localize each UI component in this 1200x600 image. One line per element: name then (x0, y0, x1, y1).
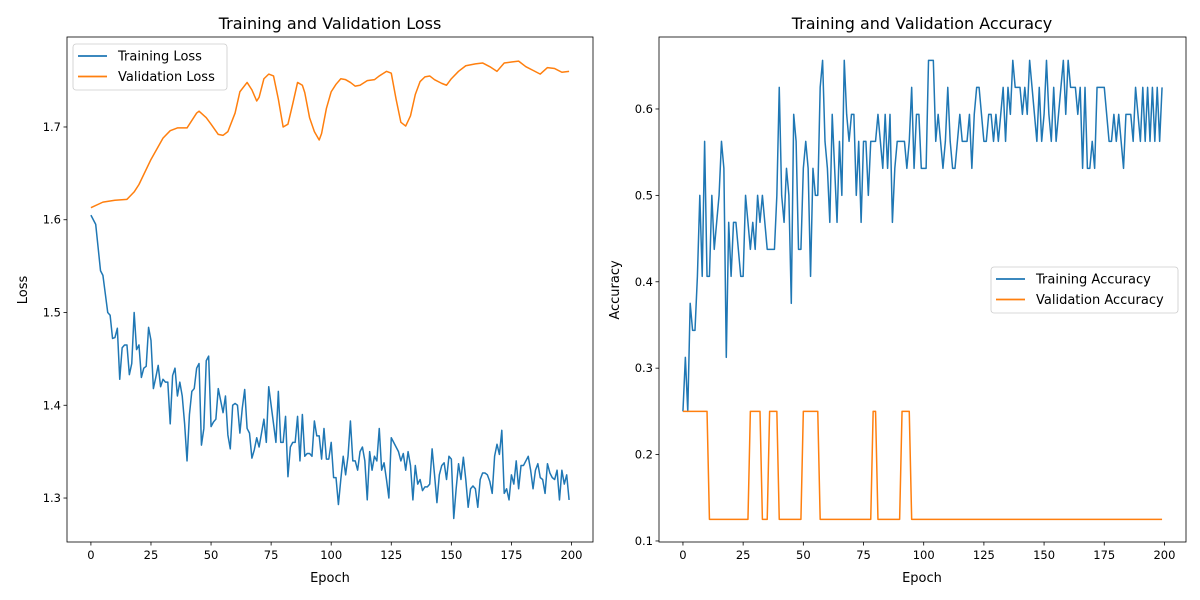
accuracy-xtick-label: 75 (856, 548, 871, 562)
loss-legend: Training Loss Validation Loss (72, 43, 228, 91)
accuracy-chart-xlabel: Epoch (902, 571, 942, 586)
loss-chart: Training and Validation Loss Epoch Loss … (16, 14, 594, 586)
accuracy-series-training-accuracy (682, 59, 1163, 413)
loss-chart-ylabel: Loss (16, 276, 31, 305)
accuracy-legend-box (990, 266, 1179, 314)
loss-xtick-label: 25 (144, 548, 159, 562)
loss-legend-label: Training Loss (117, 50, 202, 65)
loss-legend-box (72, 43, 228, 91)
loss-ytick-label: 1.5 (43, 306, 61, 320)
loss-chart-title: Training and Validation Loss (218, 14, 442, 33)
loss-ytick-label: 1.6 (43, 213, 61, 227)
loss-axes-frame (66, 36, 594, 543)
loss-xtick-label: 50 (204, 548, 219, 562)
accuracy-chart: Training and Validation Accuracy Epoch A… (608, 14, 1187, 586)
accuracy-ytick-label: 0.5 (635, 188, 653, 202)
loss-series-validation-loss (90, 60, 570, 209)
accuracy-legend-label: Validation Accuracy (1036, 293, 1164, 308)
loss-xtick-label: 0 (87, 548, 94, 562)
accuracy-xtick-label: 0 (679, 548, 686, 562)
accuracy-xtick-label: 50 (796, 548, 811, 562)
loss-xtick-label: 125 (380, 548, 402, 562)
accuracy-legend: Training Accuracy Validation Accuracy (990, 266, 1179, 314)
accuracy-xtick-label: 125 (973, 548, 995, 562)
loss-xtick-label: 200 (561, 548, 583, 562)
loss-ytick-label: 1.7 (43, 120, 61, 134)
accuracy-legend-label: Training Accuracy (1035, 273, 1151, 288)
accuracy-xtick-label: 175 (1093, 548, 1115, 562)
accuracy-ytick-label: 0.6 (635, 102, 653, 116)
loss-xtick-label: 175 (500, 548, 522, 562)
loss-ytick-label: 1.4 (43, 398, 61, 412)
accuracy-xtick-label: 150 (1033, 548, 1055, 562)
accuracy-ytick-label: 0.2 (635, 448, 653, 462)
accuracy-ytick-label: 0.4 (635, 275, 653, 289)
loss-xtick-label: 150 (440, 548, 462, 562)
accuracy-xtick-label: 200 (1153, 548, 1175, 562)
loss-xtick-label: 75 (264, 548, 279, 562)
loss-legend-label: Validation Loss (118, 70, 215, 85)
loss-series-training-loss (90, 214, 570, 520)
accuracy-series-validation-accuracy (682, 410, 1163, 521)
loss-chart-xlabel: Epoch (310, 571, 350, 586)
accuracy-axes-frame (658, 36, 1187, 543)
accuracy-chart-ylabel: Accuracy (608, 260, 623, 320)
accuracy-ytick-label: 0.1 (635, 534, 653, 548)
accuracy-xtick-label: 100 (913, 548, 935, 562)
loss-xtick-label: 100 (320, 548, 342, 562)
accuracy-chart-title: Training and Validation Accuracy (791, 14, 1053, 33)
accuracy-ytick-label: 0.3 (635, 361, 653, 375)
accuracy-xtick-label: 25 (736, 548, 751, 562)
loss-ytick-label: 1.3 (43, 491, 61, 505)
